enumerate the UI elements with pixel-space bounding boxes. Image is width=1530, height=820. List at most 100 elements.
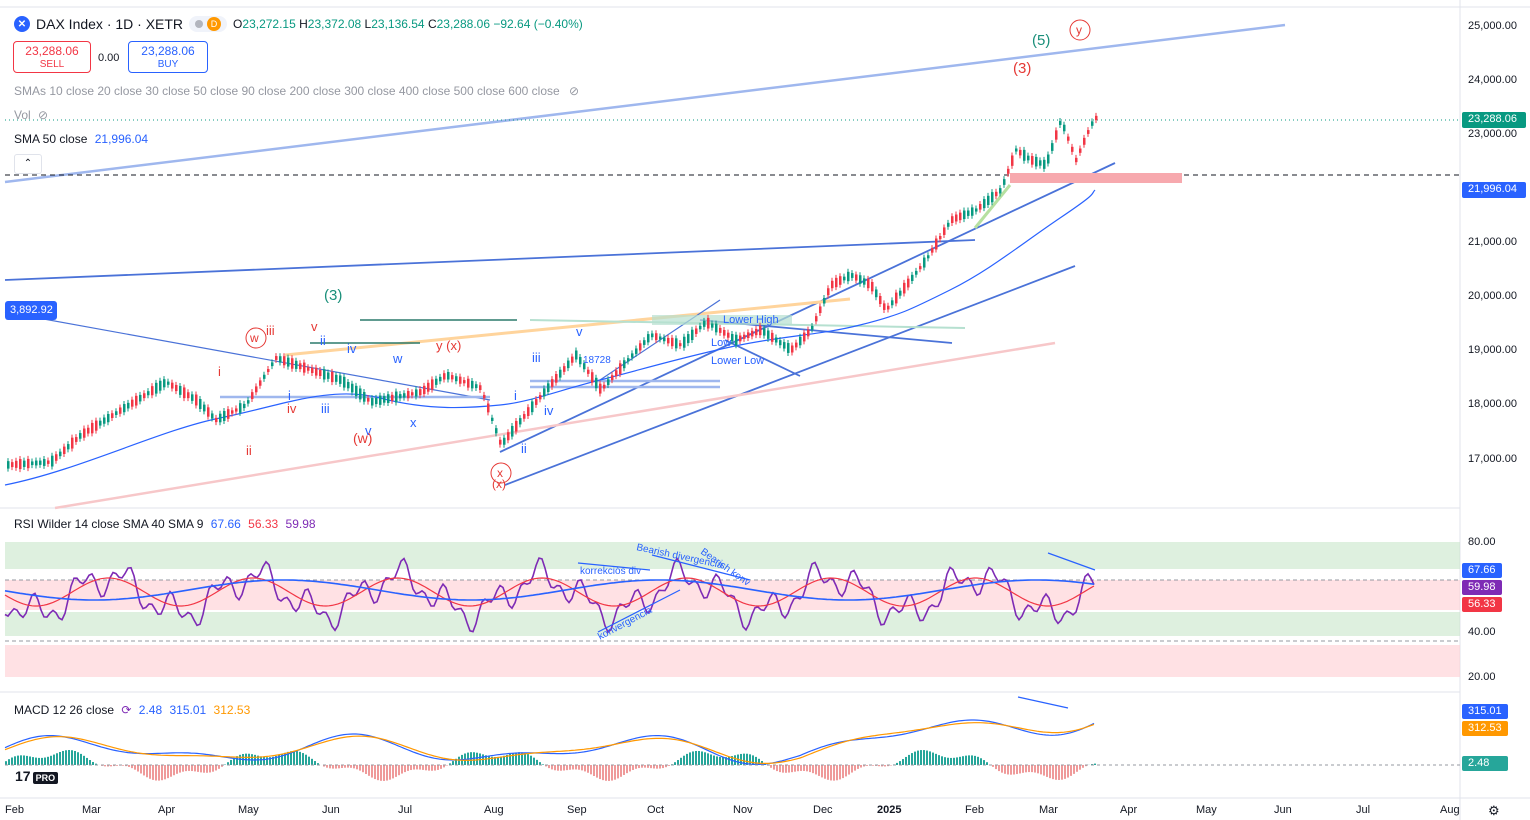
candle-body [1043, 159, 1046, 169]
wave-iv-blue2-label[interactable]: iv [544, 403, 554, 418]
wave-v-red-label[interactable]: v [311, 319, 318, 334]
macd-bar [302, 753, 304, 765]
smas-legend[interactable]: SMAs 10 close 20 close 30 close 50 close… [14, 84, 580, 98]
candle-body [311, 367, 314, 374]
macd-bar [1058, 765, 1060, 781]
tradingview-logo[interactable]: 17 PRO [15, 768, 59, 784]
candle-body [375, 397, 378, 405]
wave-w-blue-label[interactable]: w [392, 351, 403, 366]
eye-hidden-icon[interactable]: ⊘ [38, 108, 49, 122]
label-18728[interactable]: 18728 [583, 355, 611, 366]
candle-body [139, 394, 142, 402]
macd-bar [629, 765, 631, 772]
macd-bar [554, 765, 556, 771]
time-tick: Jun [1274, 804, 1292, 816]
wave-x-blue-label[interactable]: x [410, 415, 417, 430]
wave-ii-blue2-label[interactable]: ii [521, 441, 527, 456]
wave-iii-blue2-label[interactable]: iii [532, 350, 541, 365]
wave-i-blue-label[interactable]: i [288, 388, 291, 403]
candle-body [259, 380, 262, 386]
macd-bar [362, 765, 364, 773]
macd-tag-macd: 315.01 [1468, 705, 1502, 717]
candle-body [815, 316, 818, 322]
macd-bar [809, 765, 811, 773]
rsi-korrekcios-label[interactable]: korrekciós div [580, 566, 641, 577]
candle-body [567, 360, 570, 369]
teal-zone[interactable] [652, 315, 792, 325]
wave-x-paren-label[interactable]: (x) [492, 477, 506, 491]
wave-iii-blue-label[interactable]: iii [321, 401, 330, 416]
macd-bar [161, 765, 163, 781]
macd-bar [74, 750, 76, 765]
wave-ii-red-label[interactable]: ii [246, 443, 252, 458]
candle-body [527, 407, 530, 416]
wave-y-x-label[interactable]: y (x) [436, 338, 461, 353]
label-lower-low[interactable]: Lower Low [711, 355, 764, 367]
candle-body [711, 323, 714, 328]
wave-v-blue-label[interactable]: v [365, 423, 372, 438]
candle-body [1023, 149, 1026, 161]
candle-body [87, 427, 90, 434]
candle-body [163, 379, 166, 388]
macd-bar [350, 765, 352, 768]
vol-legend[interactable]: Vol ⊘ [14, 108, 49, 122]
macd-legend[interactable]: MACD 12 26 close ⟳ 2.48 315.01 312.53 [14, 703, 251, 717]
wave-v-blue2-label[interactable]: v [576, 324, 583, 339]
candle-body [699, 325, 702, 330]
candle-body [323, 369, 326, 380]
settings-gear-icon[interactable]: ⚙ [1488, 803, 1500, 818]
candle-body [779, 340, 782, 346]
wave-3-red-label[interactable]: (3) [1013, 60, 1031, 77]
macd-bar [791, 765, 793, 773]
macd-bar [983, 760, 985, 765]
refresh-icon[interactable]: ⟳ [121, 703, 132, 717]
candle-body [667, 337, 670, 344]
candle-body [955, 214, 958, 222]
candle-body [231, 410, 234, 414]
candle-body [443, 373, 446, 380]
red-zone[interactable] [1010, 173, 1182, 183]
spread-value: 0.00 [98, 52, 120, 64]
macd-bar [1004, 765, 1006, 774]
label-lower-high[interactable]: Lower High [723, 314, 779, 326]
wave-ii-blue-label[interactable]: ii [320, 333, 326, 348]
candle-body [867, 278, 870, 289]
macd-bar [572, 765, 574, 770]
macd-bar [548, 765, 550, 769]
macd-bar [8, 759, 10, 765]
label-low[interactable]: Low [711, 337, 731, 349]
time-tick: Apr [1120, 804, 1138, 816]
wave-y-circle-label[interactable]: y [1076, 23, 1082, 37]
wave-iii-red-label[interactable]: iii [266, 323, 275, 338]
wave-iv-red-label[interactable]: iv [287, 401, 297, 416]
eye-hidden-icon[interactable]: ⊘ [569, 84, 580, 98]
sma50-legend[interactable]: SMA 50 close 21,996.04 [14, 132, 149, 146]
wave-3-green-label[interactable]: (3) [324, 287, 342, 304]
candle-body [839, 276, 842, 285]
candle-body [639, 343, 642, 351]
market-status-pill[interactable]: D [189, 16, 228, 32]
sell-button[interactable]: 23,288.06 SELL [13, 41, 91, 73]
macd-bar [557, 765, 559, 771]
wave-iv-blue-label[interactable]: iv [347, 341, 357, 356]
collapse-legend-button[interactable]: ⌃ [14, 154, 42, 174]
rsi-legend[interactable]: RSI Wilder 14 close SMA 40 SMA 9 67.66 5… [14, 517, 316, 531]
macd-bar [476, 752, 478, 765]
wave-i-blue2-label[interactable]: i [514, 388, 517, 403]
macd-bar [164, 765, 166, 780]
symbol-legend[interactable]: ✕ DAX Index · 1D · XETR D O23,272.15 H23… [14, 16, 583, 32]
wave-w-circle-label[interactable]: w [249, 331, 259, 345]
symbol-title[interactable]: DAX Index · 1D · XETR [36, 16, 184, 32]
wave-w-red-label[interactable]: (w) [353, 430, 372, 446]
macd-tag-signal: 312.53 [1468, 722, 1502, 734]
candle-body [171, 382, 174, 389]
macd-bar [800, 765, 802, 771]
wave-i-red-label[interactable]: i [218, 364, 221, 379]
rsi-tick-40: 40.00 [1468, 626, 1496, 638]
buy-button[interactable]: 23,288.06 BUY [128, 41, 208, 73]
trendlines[interactable] [4, 23, 1460, 510]
macd-bar [866, 765, 868, 766]
wave-x-circle-label[interactable]: x [497, 466, 503, 480]
wave-5-label[interactable]: (5) [1032, 32, 1050, 49]
